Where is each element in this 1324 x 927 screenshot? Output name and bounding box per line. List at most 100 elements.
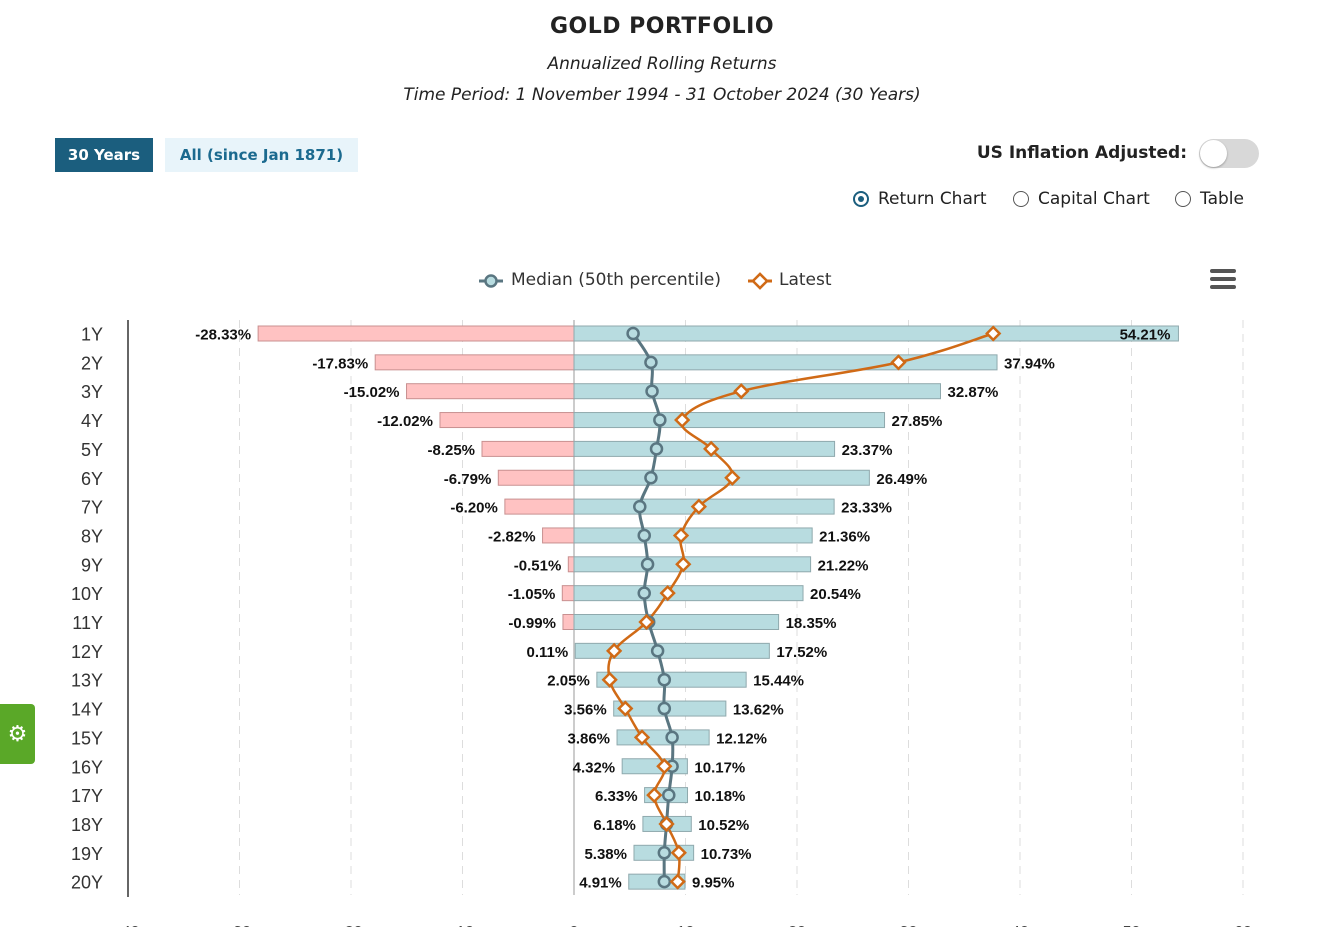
max-data-label: 26.49% xyxy=(876,471,927,488)
min-data-label: -28.33% xyxy=(195,327,251,344)
latest-point xyxy=(674,411,691,429)
latest-point xyxy=(638,613,655,631)
latest-point xyxy=(675,556,692,573)
x-tick-label: -30 xyxy=(228,924,251,927)
legend-median-icon xyxy=(479,274,503,288)
y-tick-label: 18Y xyxy=(71,815,103,835)
range-all-button[interactable]: All (since Jan 1871) xyxy=(165,138,358,172)
max-data-label: 23.37% xyxy=(842,442,893,459)
legend-median[interactable]: Median (50th percentile) xyxy=(511,270,721,290)
x-tick-label: 50 xyxy=(1123,924,1141,927)
y-tick-label: 16Y xyxy=(71,757,103,777)
page-title: GOLD PORTFOLIO xyxy=(549,14,775,39)
median-point xyxy=(644,471,658,485)
latest-point xyxy=(601,671,618,688)
max-data-label: 17.52% xyxy=(776,644,827,661)
legend-latest[interactable]: Latest xyxy=(779,270,832,290)
negative-bar xyxy=(406,383,575,400)
hamburger-menu-icon[interactable] xyxy=(1210,268,1238,290)
positive-bar xyxy=(574,642,770,659)
latest-point xyxy=(606,642,623,659)
max-data-label: 10.18% xyxy=(695,788,746,805)
time-period: Time Period: 1 November 1994 - 31 Octobe… xyxy=(403,85,921,105)
table-label[interactable]: Table xyxy=(1200,189,1244,209)
capital-chart-radio[interactable] xyxy=(1013,191,1029,207)
median-point xyxy=(633,499,647,514)
min-data-label: 4.32% xyxy=(573,759,616,776)
min-data-label: 6.33% xyxy=(595,788,638,805)
min-data-label: 4.91% xyxy=(579,875,622,892)
max-data-label: 23.33% xyxy=(841,500,892,517)
x-tick-label: 40 xyxy=(1011,924,1029,927)
median-point xyxy=(640,557,655,572)
negative-bar xyxy=(504,498,575,515)
latest-point xyxy=(658,815,675,833)
y-tick-label: 3Y xyxy=(81,382,103,402)
max-data-label: 21.22% xyxy=(818,557,869,574)
x-tick-label: -20 xyxy=(339,924,362,927)
positive-bar xyxy=(573,469,870,486)
min-data-label: -15.02% xyxy=(344,384,400,401)
negative-bar xyxy=(497,469,575,486)
median-point xyxy=(657,846,672,860)
inflation-adjusted-toggle[interactable] xyxy=(1199,139,1259,168)
max-data-label: 27.85% xyxy=(892,413,943,430)
y-tick-label: 13Y xyxy=(71,671,103,691)
min-data-label: 3.86% xyxy=(567,730,610,747)
table-radio[interactable] xyxy=(1175,191,1191,207)
latest-point xyxy=(670,844,687,861)
negative-bar xyxy=(561,585,575,602)
y-tick-label: 6Y xyxy=(81,469,103,489)
median-point xyxy=(657,874,672,889)
max-data-label: 13.62% xyxy=(733,702,784,719)
y-tick-label: 20Y xyxy=(71,873,103,893)
min-data-label: -2.82% xyxy=(488,528,536,545)
y-tick-label: 15Y xyxy=(71,728,103,748)
capital-chart-label[interactable]: Capital Chart xyxy=(1038,189,1150,209)
latest-point xyxy=(690,498,708,515)
min-data-label: -6.20% xyxy=(450,500,498,517)
y-tick-label: 5Y xyxy=(81,440,103,460)
range-30-years-button[interactable]: 30 Years xyxy=(55,138,153,172)
latest-point xyxy=(659,585,676,602)
positive-bar xyxy=(596,671,747,688)
y-tick-label: 8Y xyxy=(81,526,103,546)
legend-latest-icon xyxy=(748,272,772,290)
latest-point xyxy=(724,469,741,486)
min-data-label: -0.51% xyxy=(514,557,562,574)
median-point xyxy=(650,644,665,658)
min-data-label: -1.05% xyxy=(508,586,556,603)
median-point xyxy=(645,384,659,398)
positive-bar xyxy=(616,729,710,746)
settings-gear-icon[interactable]: ⚙ xyxy=(0,704,35,764)
max-data-label: 54.21% xyxy=(1120,327,1171,344)
positive-bar xyxy=(573,527,813,544)
median-point xyxy=(657,672,672,687)
x-tick-label: 0 xyxy=(570,924,579,927)
latest-point xyxy=(672,527,690,544)
y-tick-label: 17Y xyxy=(71,786,103,806)
max-data-label: 9.95% xyxy=(692,875,735,892)
negative-bar xyxy=(439,412,575,429)
y-tick-label: 4Y xyxy=(81,411,103,431)
return-chart-label[interactable]: Return Chart xyxy=(878,189,987,209)
negative-bar xyxy=(567,556,575,573)
median-point xyxy=(637,586,651,600)
max-data-label: 10.52% xyxy=(698,817,749,834)
min-data-label: 6.18% xyxy=(593,817,636,834)
return-chart-radio[interactable] xyxy=(853,191,869,207)
max-data-label: 20.54% xyxy=(810,586,861,603)
min-data-label: -17.83% xyxy=(312,355,368,372)
y-tick-label: 2Y xyxy=(81,353,103,373)
min-data-label: 0.11% xyxy=(527,644,569,661)
median-point xyxy=(662,788,676,802)
latest-point xyxy=(985,325,1002,342)
max-data-label: 15.44% xyxy=(753,673,804,690)
max-data-label: 18.35% xyxy=(786,615,837,632)
latest-point xyxy=(633,729,651,746)
min-data-label: -0.99% xyxy=(508,615,556,632)
max-data-label: 10.17% xyxy=(694,759,745,776)
y-tick-label: 7Y xyxy=(81,498,103,518)
min-data-label: -6.79% xyxy=(444,471,492,488)
